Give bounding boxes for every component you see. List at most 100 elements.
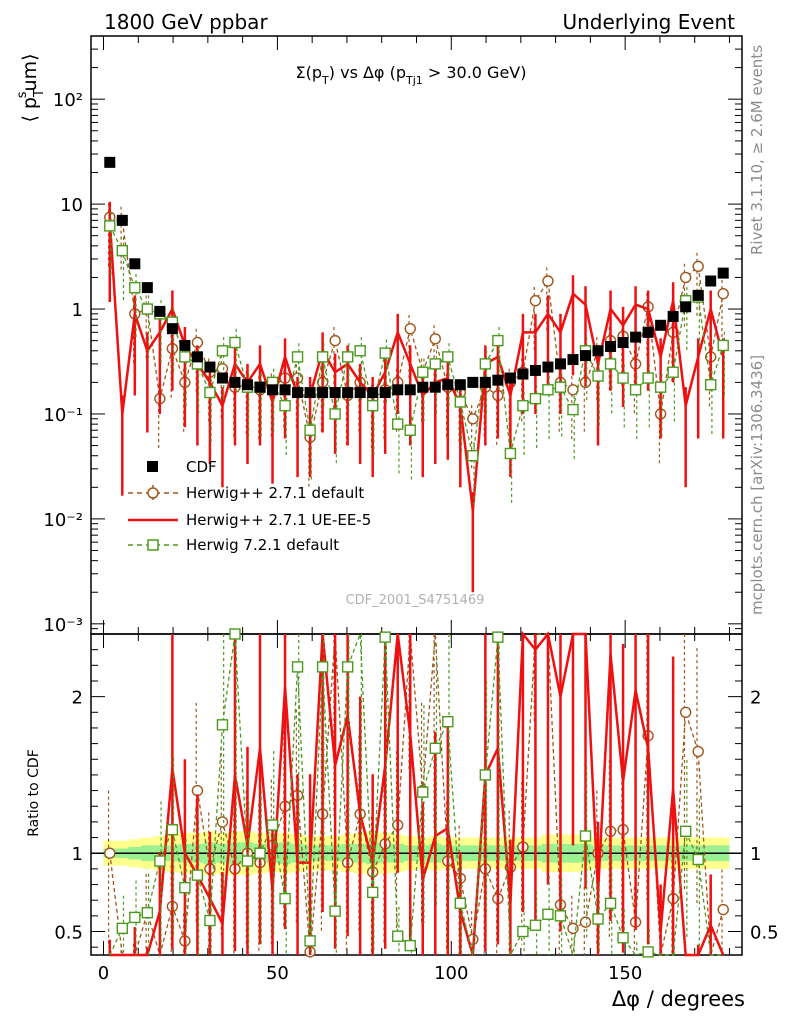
cdf-point — [354, 387, 366, 399]
ratio-point — [642, 946, 654, 958]
legend: CDF Herwig++ 2.7.1 default Herwig++ 2.7.… — [128, 458, 371, 554]
main-point — [366, 399, 379, 412]
main-point — [642, 372, 654, 384]
cdf-point — [567, 354, 579, 366]
ratio-point — [191, 784, 204, 797]
main-point — [529, 392, 542, 405]
ratio-y-tick-label-left: 0.5 — [54, 923, 83, 944]
cdf-point — [429, 381, 441, 393]
ratio-point — [179, 881, 191, 894]
main-point — [692, 260, 704, 273]
ratio-point — [567, 922, 579, 935]
ratio-point — [579, 830, 592, 842]
cdf-point — [317, 387, 329, 399]
main-point — [592, 370, 604, 382]
cdf-point — [642, 326, 654, 338]
cdf-point — [342, 387, 354, 399]
ratio-point — [692, 745, 704, 758]
main-y-tick-label: 10² — [53, 90, 83, 111]
ratio-point — [679, 706, 692, 718]
cdf-point — [104, 156, 116, 168]
main-point — [679, 271, 692, 284]
x-tick-label: 150 — [608, 963, 642, 984]
cdf-point — [229, 376, 241, 388]
main-point — [667, 366, 679, 378]
main-point — [329, 334, 341, 347]
ratio-series-line — [109, 633, 724, 958]
ratio-point — [104, 847, 116, 859]
main-point — [604, 358, 617, 370]
cdf-point — [417, 381, 429, 393]
cdf-point — [129, 258, 141, 270]
cdf-point — [667, 310, 679, 322]
analysis-watermark: CDF_2001_S4751469 — [346, 593, 485, 608]
ratio-point — [229, 628, 241, 640]
main-point — [705, 379, 717, 391]
ratio-series-line — [109, 630, 725, 957]
main-point — [291, 351, 304, 363]
cdf-point — [630, 331, 642, 343]
main-point — [492, 334, 504, 347]
cdf-point — [554, 358, 566, 370]
ratio-point — [154, 855, 166, 867]
cdf-point — [517, 368, 529, 380]
main-point — [454, 396, 467, 408]
ratio-point — [592, 913, 604, 925]
ratio-point — [304, 935, 316, 947]
main-y-tick-label: 10 — [60, 195, 83, 216]
ratio-point — [366, 886, 379, 899]
cdf-point — [442, 379, 454, 391]
main-point — [617, 372, 629, 384]
main-y-tick-label: 10⁻² — [43, 510, 83, 531]
ratio-point — [717, 903, 729, 916]
main-point — [442, 351, 454, 363]
main-point — [717, 339, 729, 352]
legend-cdf-marker — [147, 461, 158, 472]
cdf-point — [179, 339, 191, 351]
legend-herwigpp-default-marker — [147, 487, 159, 499]
cdf-point — [692, 289, 704, 301]
cdf-point — [454, 379, 466, 391]
ratio-point — [442, 715, 454, 728]
ratio-point — [542, 908, 554, 920]
cdf-point — [329, 387, 341, 399]
cdf-point — [580, 350, 592, 362]
cdf-point — [705, 275, 717, 287]
ratio-point — [417, 786, 429, 798]
ratio-y-tick-label-left: 1 — [72, 844, 83, 865]
main-series-layer — [104, 156, 729, 593]
cdf-point — [166, 323, 178, 335]
cdf-point — [717, 267, 729, 279]
main-point — [229, 336, 241, 349]
main-point — [554, 381, 567, 393]
ratio-point — [529, 919, 542, 931]
ratio-point — [291, 661, 304, 673]
ratio-y-tick-label-right: 0.5 — [750, 923, 779, 944]
main-point — [467, 450, 479, 462]
ratio-point — [116, 922, 128, 935]
main-point — [304, 424, 316, 436]
main-point — [429, 358, 441, 370]
cdf-point — [116, 214, 128, 226]
legend-cdf-label: CDF — [186, 458, 217, 476]
header-right: Underlying Event — [562, 10, 735, 34]
ratio-xlabel: Δφ / degrees — [612, 987, 745, 1011]
main-point — [329, 408, 341, 420]
rivet-label: Rivet 3.1.10, ≥ 2.6M events — [748, 45, 766, 255]
cdf-point — [279, 384, 291, 396]
ratio-ylabel: Ratio to CDF — [26, 749, 42, 837]
cdf-point — [617, 336, 629, 348]
x-tick-label: 0 — [98, 963, 109, 984]
cdf-point — [304, 387, 316, 399]
cdf-point — [592, 345, 604, 357]
ratio-point — [254, 847, 266, 859]
ratio-point — [517, 925, 529, 938]
ratio-point — [392, 930, 404, 942]
ratio-point — [492, 631, 504, 643]
mcplots-label: mcplots.cern.ch [arXiv:1306.3436] — [748, 355, 766, 615]
cdf-point — [655, 319, 667, 331]
ratio-point — [692, 853, 704, 866]
main-ylabel: ⟨ pTsum⟩ — [15, 53, 47, 122]
ratio-point — [604, 897, 617, 910]
